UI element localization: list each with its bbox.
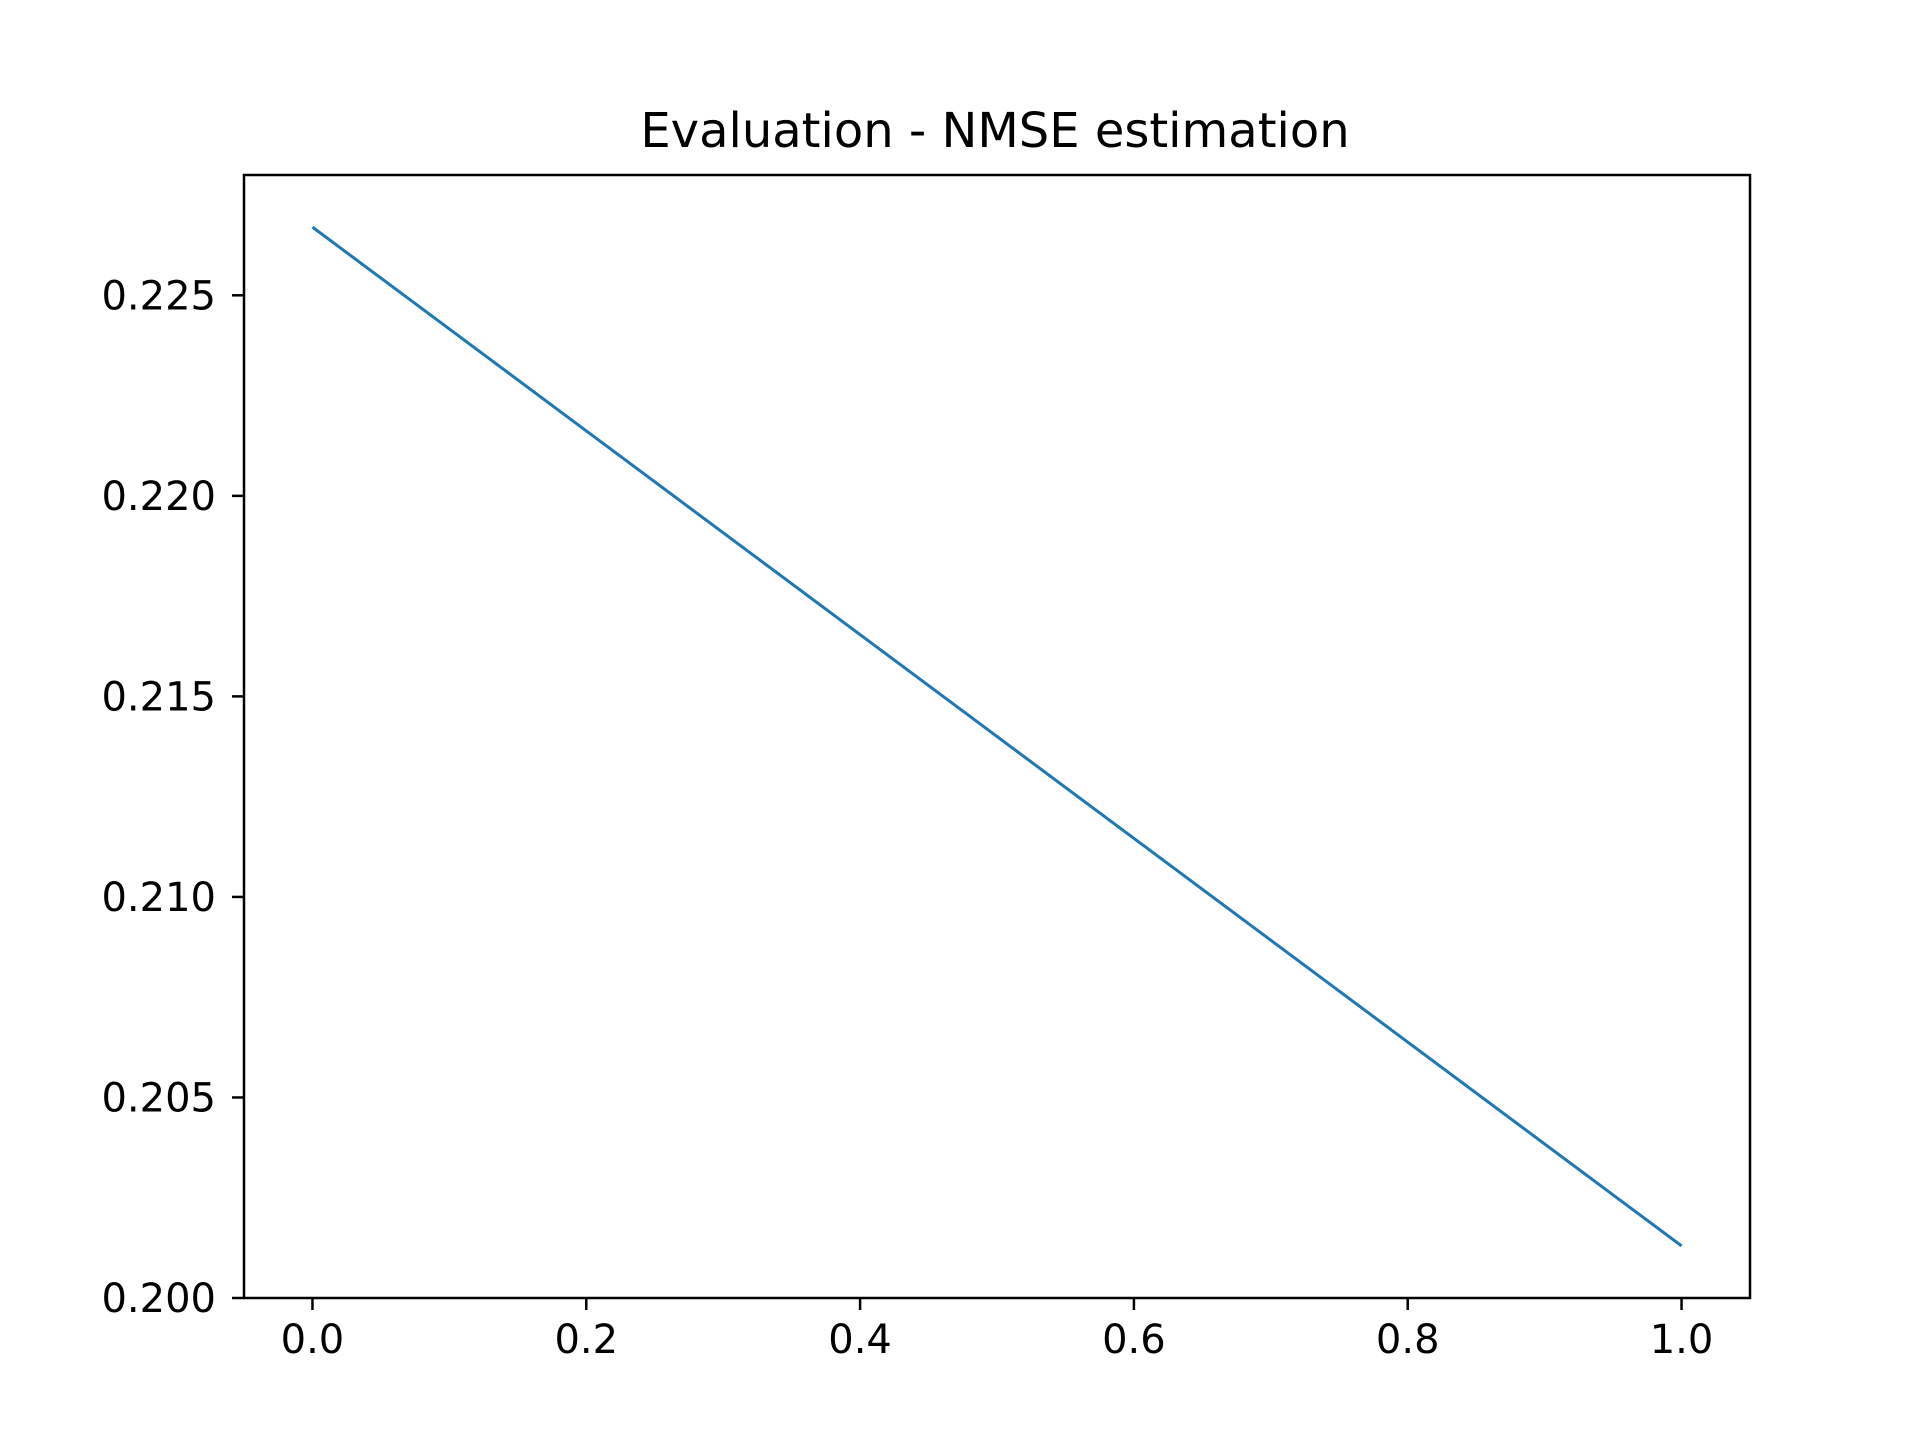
y-tick-label: 0.210 (101, 875, 216, 921)
x-tick-label: 0.8 (1376, 1317, 1440, 1363)
x-tick-label: 0.4 (828, 1317, 892, 1363)
x-tick-label: 0.6 (1102, 1317, 1166, 1363)
y-tick-label: 0.205 (101, 1075, 216, 1121)
y-tick-label: 0.215 (101, 674, 216, 720)
series-line-0 (311, 225, 1683, 1248)
x-tick-label: 0.2 (554, 1317, 618, 1363)
x-tick-label: 1.0 (1650, 1317, 1714, 1363)
plot-area: 0.0 0.2 0.4 0.6 0.8 1.0 0.200 0.205 0.210 0.215 0.… (101, 173, 1752, 1363)
chart-title: Evaluation - NMSE estimation (640, 103, 1349, 159)
x-tick-label: 0.0 (281, 1317, 345, 1363)
y-tick-label: 0.200 (101, 1276, 216, 1322)
y-tick-label: 0.225 (101, 273, 216, 319)
axes-frame (242, 173, 1752, 1300)
y-tick-label: 0.220 (101, 474, 216, 520)
